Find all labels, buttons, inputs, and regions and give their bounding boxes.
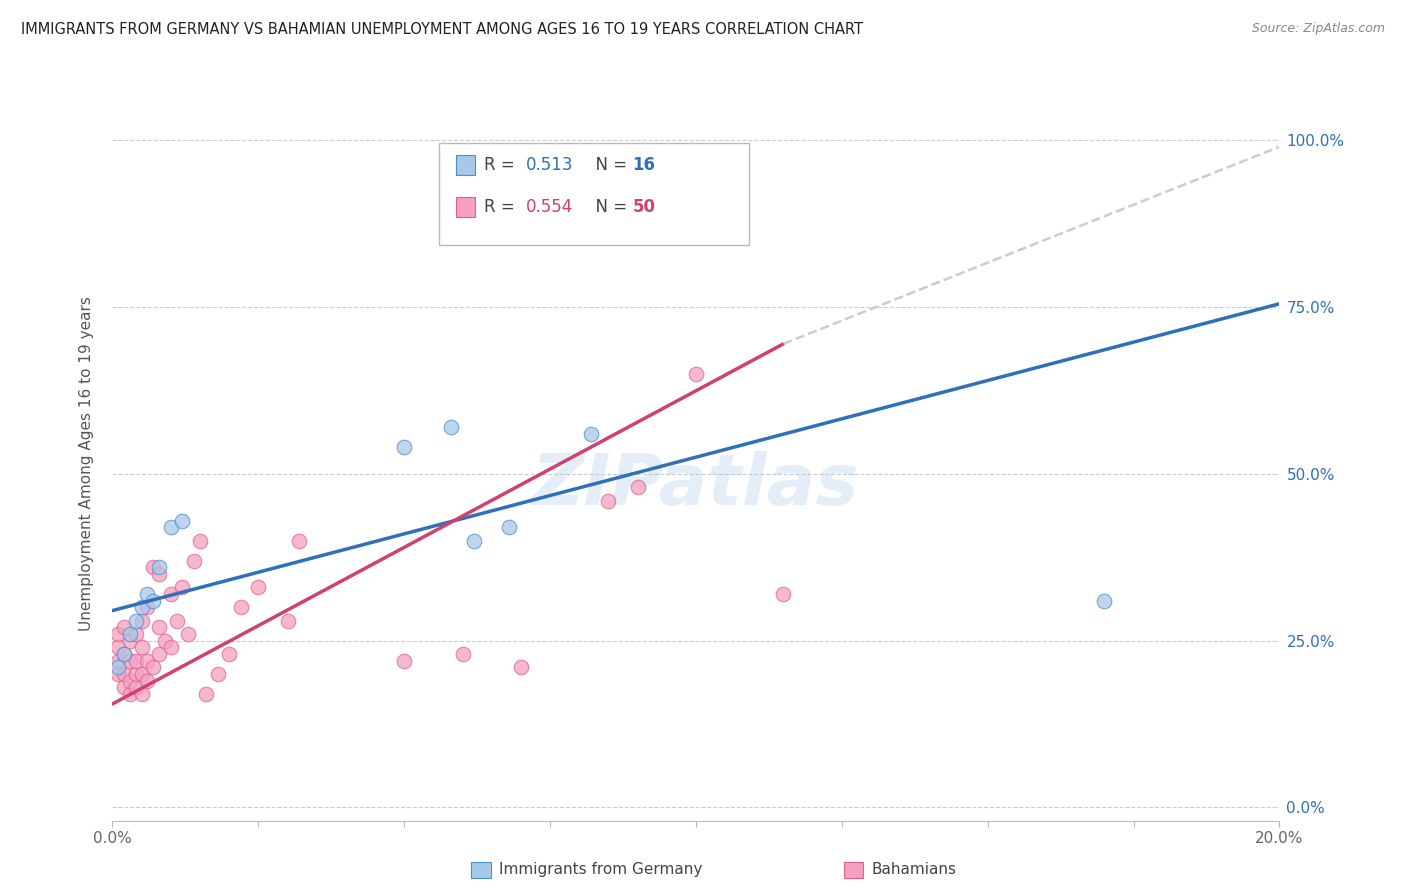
Point bbox=[772, 587, 794, 601]
Point bbox=[579, 426, 602, 441]
Point bbox=[148, 620, 170, 634]
Point bbox=[131, 640, 153, 655]
Point bbox=[131, 614, 153, 628]
Point bbox=[392, 654, 416, 668]
Point bbox=[288, 533, 311, 548]
Point bbox=[392, 440, 416, 454]
Point bbox=[125, 680, 148, 694]
Point bbox=[118, 633, 141, 648]
Point bbox=[207, 667, 229, 681]
Point bbox=[148, 566, 170, 581]
Point bbox=[136, 673, 159, 688]
Text: Immigrants from Germany: Immigrants from Germany bbox=[499, 863, 703, 877]
Point bbox=[118, 687, 141, 701]
Text: N =: N = bbox=[585, 198, 633, 216]
Text: R =: R = bbox=[484, 198, 520, 216]
Point bbox=[125, 667, 148, 681]
Point bbox=[131, 600, 153, 615]
Point bbox=[509, 660, 531, 674]
Text: 0.513: 0.513 bbox=[526, 156, 574, 174]
Text: Bahamians: Bahamians bbox=[872, 863, 956, 877]
Point bbox=[166, 614, 188, 628]
Point bbox=[498, 520, 520, 534]
Point bbox=[148, 560, 170, 574]
Point bbox=[218, 647, 240, 661]
Y-axis label: Unemployment Among Ages 16 to 19 years: Unemployment Among Ages 16 to 19 years bbox=[79, 296, 94, 632]
Point bbox=[194, 687, 217, 701]
Point bbox=[136, 654, 159, 668]
Point bbox=[107, 667, 129, 681]
Point bbox=[131, 667, 153, 681]
Point bbox=[188, 533, 211, 548]
Point bbox=[451, 647, 474, 661]
Text: IMMIGRANTS FROM GERMANY VS BAHAMIAN UNEMPLOYMENT AMONG AGES 16 TO 19 YEARS CORRE: IMMIGRANTS FROM GERMANY VS BAHAMIAN UNEM… bbox=[21, 22, 863, 37]
Point bbox=[1092, 593, 1115, 607]
Point bbox=[153, 633, 176, 648]
Point bbox=[125, 627, 148, 641]
Point bbox=[112, 620, 135, 634]
Point bbox=[136, 587, 159, 601]
Text: R =: R = bbox=[484, 156, 520, 174]
Point bbox=[142, 560, 165, 574]
Text: 16: 16 bbox=[633, 156, 655, 174]
Point bbox=[598, 493, 620, 508]
Text: ZIPatlas: ZIPatlas bbox=[533, 450, 859, 520]
Point bbox=[148, 647, 170, 661]
Point bbox=[118, 673, 141, 688]
Point bbox=[172, 514, 194, 528]
Point bbox=[142, 660, 165, 674]
Point bbox=[112, 647, 135, 661]
Point bbox=[107, 640, 129, 655]
Point bbox=[276, 614, 298, 628]
Point bbox=[136, 600, 159, 615]
Point bbox=[112, 647, 135, 661]
Point bbox=[125, 614, 148, 628]
Point bbox=[440, 420, 463, 434]
Text: Source: ZipAtlas.com: Source: ZipAtlas.com bbox=[1251, 22, 1385, 36]
Text: N =: N = bbox=[585, 156, 633, 174]
Point bbox=[118, 654, 141, 668]
Point bbox=[177, 627, 200, 641]
Point bbox=[131, 687, 153, 701]
Point bbox=[183, 553, 205, 567]
Text: 50: 50 bbox=[633, 198, 655, 216]
Point bbox=[112, 667, 135, 681]
Point bbox=[685, 367, 707, 381]
Point bbox=[229, 600, 252, 615]
Point bbox=[142, 593, 165, 607]
Text: 0.554: 0.554 bbox=[526, 198, 574, 216]
Point bbox=[247, 580, 270, 594]
Point bbox=[172, 580, 194, 594]
Point bbox=[107, 654, 129, 668]
Point bbox=[463, 533, 485, 548]
Point bbox=[125, 654, 148, 668]
Point bbox=[160, 520, 183, 534]
Point bbox=[160, 640, 183, 655]
Point bbox=[112, 680, 135, 694]
Point bbox=[107, 660, 129, 674]
Point bbox=[107, 627, 129, 641]
Point bbox=[160, 587, 183, 601]
Point bbox=[626, 480, 648, 494]
Point bbox=[118, 627, 141, 641]
